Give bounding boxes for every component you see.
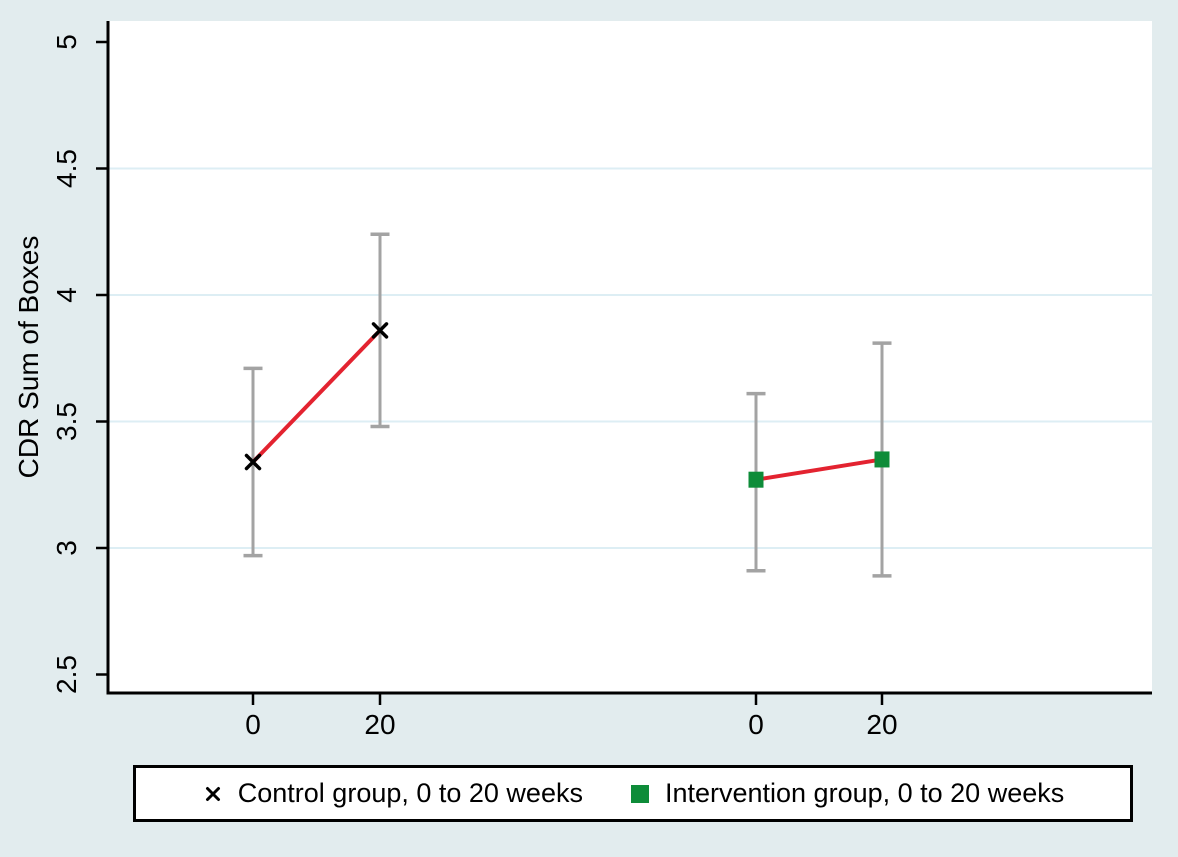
x-marker-icon (371, 322, 389, 339)
legend-item-intervention: Intervention group, 0 to 20 weeks (629, 778, 1064, 809)
y-tick-label: 4 (51, 287, 82, 303)
square-marker-icon (874, 451, 890, 468)
x-tick-label: 20 (364, 709, 395, 740)
legend-item-control: Control group, 0 to 20 weeks (202, 778, 583, 809)
series-connect-line (755, 457, 883, 482)
y-tick-label: 3.5 (51, 402, 82, 441)
y-tick-label: 5 (51, 34, 82, 50)
legend-label-control: Control group, 0 to 20 weeks (237, 778, 583, 808)
legend: Control group, 0 to 20 weeks Interventio… (133, 765, 1133, 822)
control-x-marker-icon (202, 783, 224, 805)
y-tick-label: 2.5 (51, 655, 82, 694)
y-tick-label: 3 (51, 540, 82, 556)
series-connect-line (251, 329, 382, 464)
y-axis-title: CDR Sum of Boxes (13, 236, 44, 479)
x-tick-label: 0 (748, 709, 764, 740)
x-tick-label: 20 (866, 709, 897, 740)
x-marker-icon (244, 453, 262, 471)
plot-background (108, 21, 1152, 693)
square-marker-icon (748, 471, 764, 488)
y-tick-label: 4.5 (51, 149, 82, 188)
legend-label-intervention: Intervention group, 0 to 20 weeks (664, 778, 1065, 808)
intervention-square-marker-icon (629, 783, 651, 805)
x-tick-label: 0 (245, 709, 261, 740)
